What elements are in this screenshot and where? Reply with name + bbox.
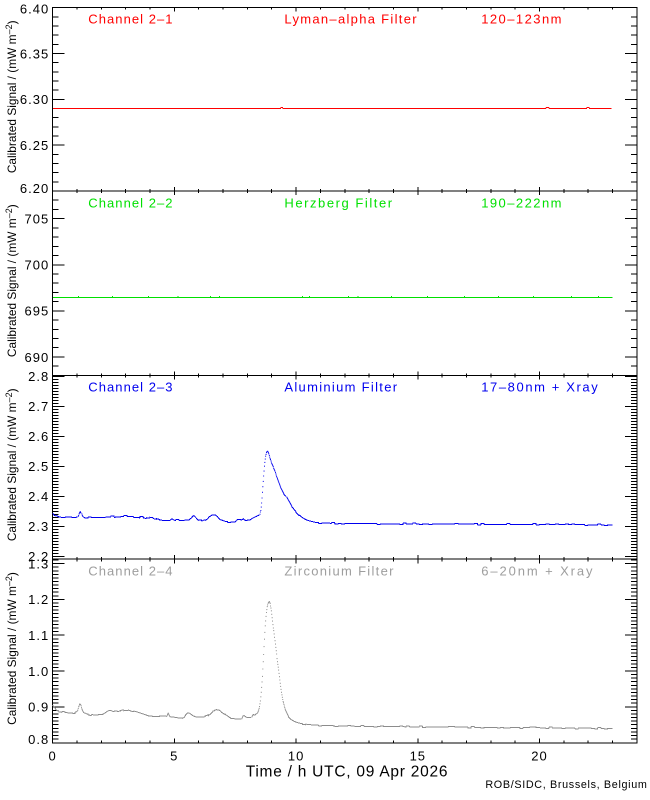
svg-text:695: 695	[24, 304, 49, 319]
svg-text:Channel 2–2: Channel 2–2	[88, 196, 173, 211]
svg-text:Calibrated Signal / (mW m–2): Calibrated Signal / (mW m–2)	[4, 20, 19, 173]
svg-text:1.1: 1.1	[28, 628, 49, 643]
svg-text:Time / h UTC, 09 Apr 2026: Time / h UTC, 09 Apr 2026	[246, 764, 449, 781]
svg-text:6–20nm + Xray: 6–20nm + Xray	[481, 563, 594, 578]
svg-text:0.8: 0.8	[28, 732, 49, 747]
svg-text:Channel 2–1: Channel 2–1	[88, 12, 173, 27]
svg-text:Lyman–alpha Filter: Lyman–alpha Filter	[284, 12, 417, 27]
svg-text:Herzberg Filter: Herzberg Filter	[284, 196, 393, 211]
svg-text:Channel 2–4: Channel 2–4	[88, 563, 173, 578]
svg-text:2.8: 2.8	[28, 369, 49, 384]
svg-text:0.9: 0.9	[28, 700, 49, 715]
svg-text:2.5: 2.5	[28, 459, 49, 474]
svg-text:5: 5	[170, 749, 178, 764]
svg-text:1.2: 1.2	[28, 592, 49, 607]
svg-text:Calibrated Signal / (mW m–2): Calibrated Signal / (mW m–2)	[4, 388, 19, 541]
svg-text:6.35: 6.35	[20, 46, 49, 61]
svg-text:20: 20	[531, 749, 547, 764]
svg-text:120–123nm: 120–123nm	[481, 12, 563, 27]
svg-text:15: 15	[410, 749, 426, 764]
svg-text:6.30: 6.30	[20, 92, 49, 107]
svg-text:0: 0	[48, 749, 56, 764]
svg-text:1.3: 1.3	[28, 556, 49, 571]
svg-text:705: 705	[24, 212, 49, 227]
svg-text:2.6: 2.6	[28, 429, 49, 444]
svg-text:10: 10	[288, 749, 304, 764]
svg-text:2.2: 2.2	[28, 549, 49, 564]
svg-text:2.3: 2.3	[28, 519, 49, 534]
svg-text:1.0: 1.0	[28, 664, 49, 679]
svg-text:190–222nm: 190–222nm	[481, 196, 563, 211]
svg-text:2.7: 2.7	[28, 399, 49, 414]
svg-text:Calibrated Signal / (mW m–2): Calibrated Signal / (mW m–2)	[4, 572, 19, 725]
svg-text:2.4: 2.4	[28, 489, 49, 504]
svg-text:6.25: 6.25	[20, 138, 49, 153]
svg-text:17–80nm + Xray: 17–80nm + Xray	[481, 380, 599, 395]
svg-text:Channel 2–3: Channel 2–3	[88, 380, 173, 395]
svg-text:6.20: 6.20	[20, 181, 49, 196]
svg-text:ROB/SIDC, Brussels, Belgium: ROB/SIDC, Brussels, Belgium	[485, 779, 647, 791]
svg-text:Aluminium Filter: Aluminium Filter	[284, 380, 398, 395]
svg-text:700: 700	[24, 258, 49, 273]
svg-text:6.40: 6.40	[20, 2, 49, 17]
svg-text:Zirconium Filter: Zirconium Filter	[284, 563, 394, 578]
svg-text:690: 690	[24, 350, 49, 365]
svg-text:Calibrated Signal / (mW m–2): Calibrated Signal / (mW m–2)	[4, 204, 19, 357]
